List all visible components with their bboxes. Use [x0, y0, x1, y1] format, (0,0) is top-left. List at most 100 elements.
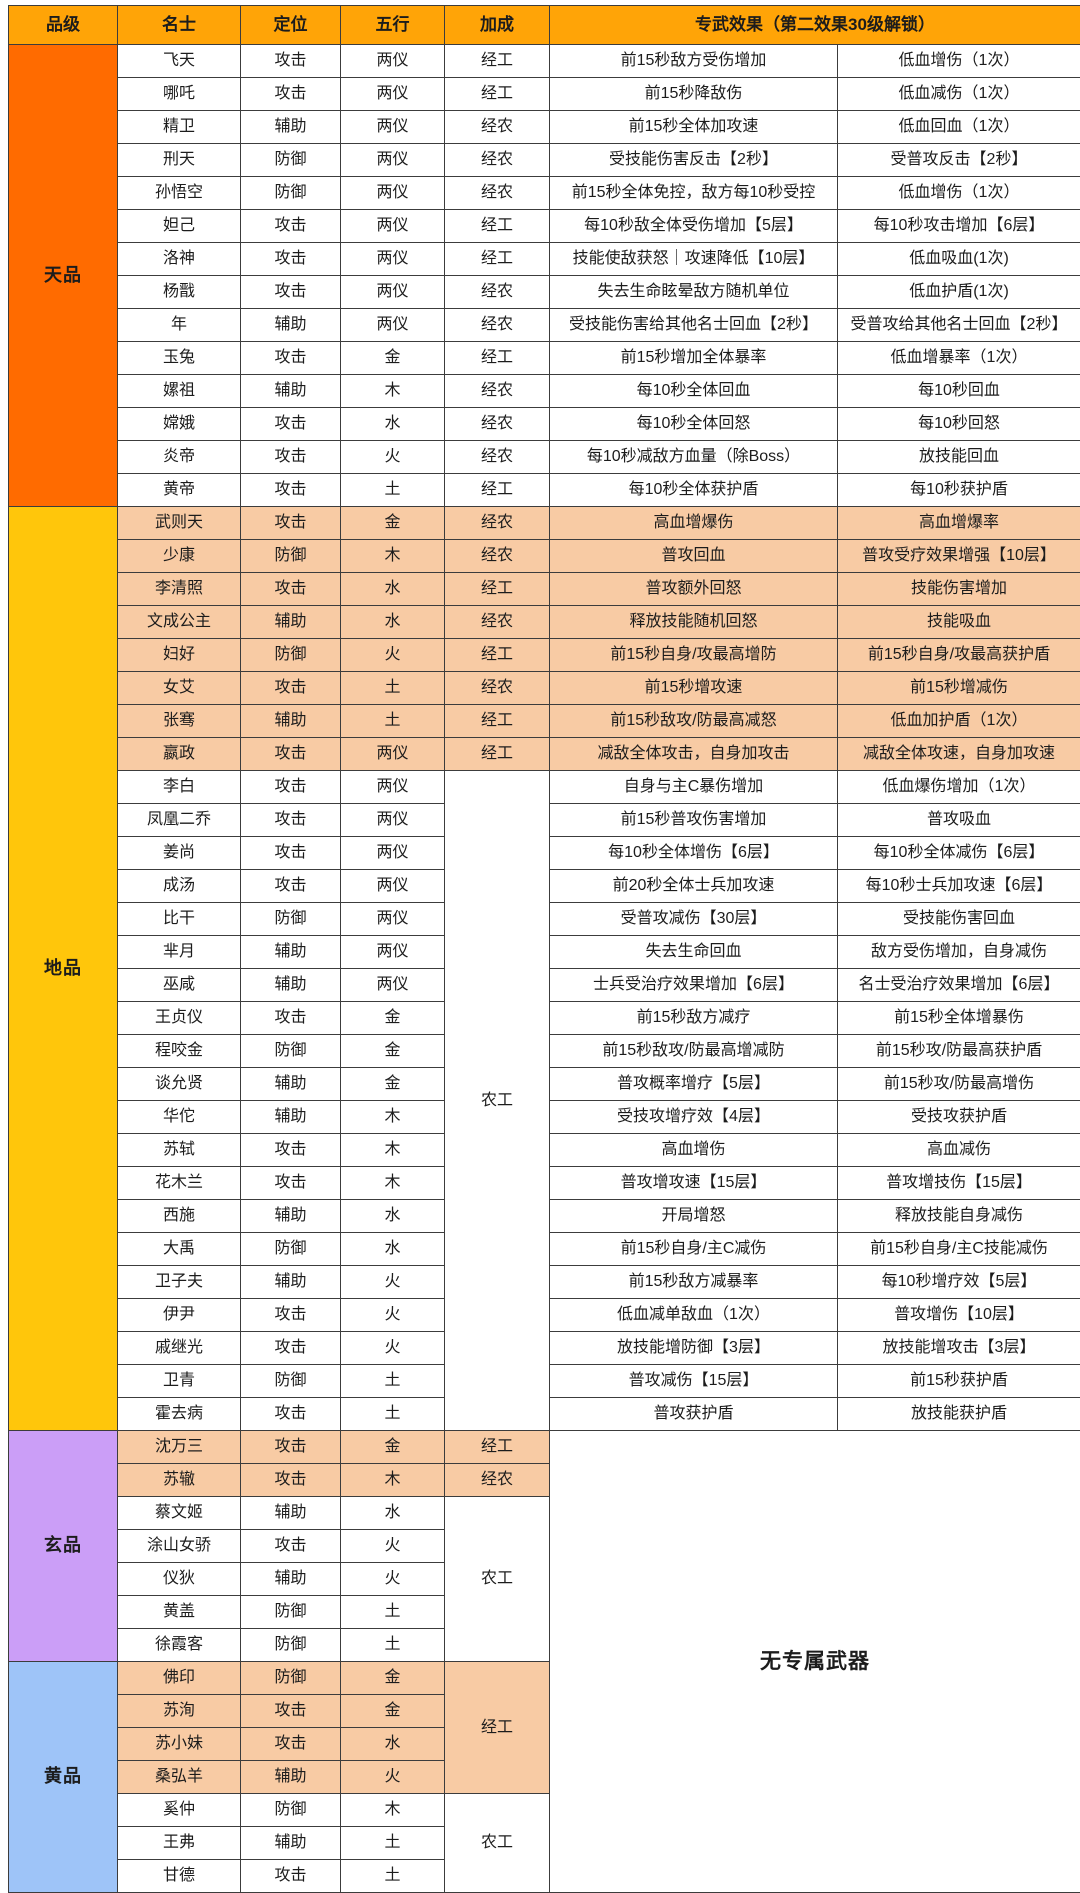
effect2-cell: 每10秒全体减伤【6层】 — [838, 837, 1080, 870]
element-cell: 土 — [341, 1596, 445, 1629]
role-cell: 辅助 — [241, 1101, 341, 1134]
element-cell: 火 — [341, 1563, 445, 1596]
effect1-cell: 每10秒全体增伤【6层】 — [550, 837, 838, 870]
bonus-cell-merged: 农工 — [445, 771, 550, 1431]
role-cell: 攻击 — [241, 837, 341, 870]
effect1-cell: 高血增伤 — [550, 1134, 838, 1167]
name-cell: 苏轼 — [118, 1134, 241, 1167]
name-cell: 精卫 — [118, 111, 241, 144]
name-cell: 霍去病 — [118, 1398, 241, 1431]
effect2-cell: 普攻增伤【10层】 — [838, 1299, 1080, 1332]
name-cell: 佛印 — [118, 1662, 241, 1695]
element-cell: 两仪 — [341, 837, 445, 870]
effect2-cell: 敌方受伤增加，自身减伤 — [838, 936, 1080, 969]
effect1-cell: 技能使敌获怒｜攻速降低【10层】 — [550, 243, 838, 276]
role-cell: 攻击 — [241, 342, 341, 375]
role-cell: 防御 — [241, 1794, 341, 1827]
bonus-cell: 经工 — [445, 45, 550, 78]
element-cell: 水 — [341, 1200, 445, 1233]
name-cell: 卫青 — [118, 1365, 241, 1398]
element-cell: 土 — [341, 1860, 445, 1893]
effect1-cell: 释放技能随机回怒 — [550, 606, 838, 639]
name-cell: 文成公主 — [118, 606, 241, 639]
effect1-cell: 前15秒普攻伤害增加 — [550, 804, 838, 837]
effect2-cell: 减敌全体攻速，自身加攻速 — [838, 738, 1080, 771]
element-cell: 木 — [341, 1794, 445, 1827]
name-cell: 张骞 — [118, 705, 241, 738]
element-cell: 两仪 — [341, 210, 445, 243]
element-cell: 火 — [341, 639, 445, 672]
table-row: 刑天防御两仪经农受技能伤害反击【2秒】受普攻反击【2秒】 — [9, 144, 1080, 177]
bonus-cell: 经农 — [445, 672, 550, 705]
role-cell: 攻击 — [241, 738, 341, 771]
name-cell: 西施 — [118, 1200, 241, 1233]
element-cell: 两仪 — [341, 936, 445, 969]
effect1-cell: 失去生命回血 — [550, 936, 838, 969]
name-cell: 戚继光 — [118, 1332, 241, 1365]
role-cell: 防御 — [241, 1365, 341, 1398]
table-row: 玄品沈万三攻击金经工无专属武器 — [9, 1431, 1080, 1464]
role-cell: 攻击 — [241, 1530, 341, 1563]
effect1-cell: 失去生命眩晕敌方随机单位 — [550, 276, 838, 309]
name-cell: 黄帝 — [118, 474, 241, 507]
name-cell: 炎帝 — [118, 441, 241, 474]
effect1-cell: 每10秒敌全体受伤增加【5层】 — [550, 210, 838, 243]
table-row: 女艾攻击土经农前15秒增攻速前15秒增减伤 — [9, 672, 1080, 705]
effect2-cell: 受普攻给其他名士回血【2秒】 — [838, 309, 1080, 342]
bonus-cell: 经农 — [445, 606, 550, 639]
role-cell: 辅助 — [241, 309, 341, 342]
role-cell: 攻击 — [241, 1464, 341, 1497]
effect2-cell: 每10秒攻击增加【6层】 — [838, 210, 1080, 243]
role-cell: 攻击 — [241, 870, 341, 903]
element-cell: 金 — [341, 1002, 445, 1035]
table-row: 哪吒攻击两仪经工前15秒降敌伤低血减伤（1次） — [9, 78, 1080, 111]
role-cell: 辅助 — [241, 969, 341, 1002]
effect1-cell: 前15秒敌方减疗 — [550, 1002, 838, 1035]
role-cell: 辅助 — [241, 1068, 341, 1101]
name-cell: 年 — [118, 309, 241, 342]
name-cell: 华佗 — [118, 1101, 241, 1134]
table-body: 天品飞天攻击两仪经工前15秒敌方受伤增加低血增伤（1次）哪吒攻击两仪经工前15秒… — [9, 45, 1080, 1893]
table-row: 孙悟空防御两仪经农前15秒全体免控，敌方每10秒受控低血增伤（1次） — [9, 177, 1080, 210]
name-cell: 洛神 — [118, 243, 241, 276]
bonus-cell: 经农 — [445, 408, 550, 441]
name-cell: 卫子夫 — [118, 1266, 241, 1299]
bonus-cell: 经工 — [445, 738, 550, 771]
role-cell: 攻击 — [241, 1332, 341, 1365]
effect2-cell: 高血增爆率 — [838, 507, 1080, 540]
name-cell: 蔡文姬 — [118, 1497, 241, 1530]
name-cell: 妲己 — [118, 210, 241, 243]
table-row: 文成公主辅助水经农释放技能随机回怒技能吸血 — [9, 606, 1080, 639]
effect2-cell: 低血加护盾（1次） — [838, 705, 1080, 738]
role-cell: 攻击 — [241, 78, 341, 111]
role-cell: 攻击 — [241, 474, 341, 507]
effect2-cell: 每10秒获护盾 — [838, 474, 1080, 507]
effect2-cell: 每10秒回血 — [838, 375, 1080, 408]
effect2-cell: 前15秒自身/主C技能减伤 — [838, 1233, 1080, 1266]
name-cell: 王贞仪 — [118, 1002, 241, 1035]
table-row: 炎帝攻击火经农每10秒减敌方血量（除Boss）放技能回血 — [9, 441, 1080, 474]
name-cell: 大禹 — [118, 1233, 241, 1266]
role-cell: 攻击 — [241, 1728, 341, 1761]
name-cell: 巫咸 — [118, 969, 241, 1002]
role-cell: 防御 — [241, 1596, 341, 1629]
effect2-cell: 普攻受疗效果增强【10层】 — [838, 540, 1080, 573]
role-cell: 攻击 — [241, 210, 341, 243]
bonus-cell: 经农 — [445, 441, 550, 474]
element-cell: 水 — [341, 408, 445, 441]
element-cell: 火 — [341, 1299, 445, 1332]
table-row: 妇好防御火经工前15秒自身/攻最高增防前15秒自身/攻最高获护盾 — [9, 639, 1080, 672]
role-cell: 辅助 — [241, 375, 341, 408]
effect1-cell: 前15秒敌方受伤增加 — [550, 45, 838, 78]
effect2-cell: 前15秒获护盾 — [838, 1365, 1080, 1398]
name-cell: 李白 — [118, 771, 241, 804]
bonus-cell: 经工 — [445, 573, 550, 606]
effect1-cell: 受技攻增疗效【4层】 — [550, 1101, 838, 1134]
effect1-cell: 高血增爆伤 — [550, 507, 838, 540]
name-cell: 程咬金 — [118, 1035, 241, 1068]
effect1-cell: 每10秒全体回血 — [550, 375, 838, 408]
role-cell: 攻击 — [241, 441, 341, 474]
role-cell: 攻击 — [241, 1860, 341, 1893]
element-cell: 两仪 — [341, 45, 445, 78]
name-cell: 女艾 — [118, 672, 241, 705]
